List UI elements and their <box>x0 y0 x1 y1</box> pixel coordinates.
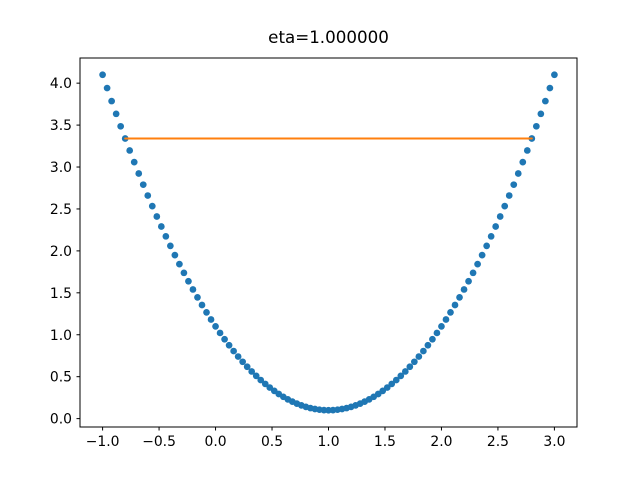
scatter-point <box>185 277 192 285</box>
scatter-point <box>117 122 125 130</box>
scatter-point <box>532 122 540 130</box>
scatter-point <box>257 376 265 384</box>
scatter-point <box>460 286 468 293</box>
scatter-point <box>167 242 174 250</box>
scatter-point <box>248 368 256 375</box>
scatter-point <box>447 309 454 316</box>
scatter-point <box>451 301 459 309</box>
scatter-point <box>510 181 518 189</box>
scatter-point <box>383 384 391 391</box>
scatter-point <box>162 232 170 240</box>
y-tick-label: 4.0 <box>50 76 72 92</box>
chart-title: eta=1.000000 <box>268 27 389 47</box>
scatter-point <box>180 269 188 277</box>
y-tick-label: 3.0 <box>50 160 72 176</box>
scatter-point <box>221 335 228 343</box>
scatter-point <box>139 181 147 189</box>
y-tick-label: 2.5 <box>50 202 72 218</box>
scatter-point <box>239 358 246 366</box>
scatter-point <box>415 353 423 360</box>
y-tick-label: 3.5 <box>50 118 72 134</box>
scatter-point <box>194 294 201 301</box>
scatter-point <box>429 335 436 343</box>
scatter-point <box>189 286 197 293</box>
scatter-point <box>465 277 472 285</box>
scatter-point <box>406 363 414 371</box>
scatter-point <box>456 294 463 301</box>
scatter-point <box>388 380 396 388</box>
scatter-point <box>433 329 441 337</box>
scatter-point <box>198 301 206 309</box>
scatter-point <box>144 192 152 199</box>
scatter-point <box>514 170 522 177</box>
scatter-point <box>519 158 527 166</box>
x-tick-label: 3.0 <box>543 434 565 450</box>
scatter-point <box>126 147 134 154</box>
scatter-point <box>148 202 156 210</box>
x-tick-label: 2.0 <box>430 434 452 450</box>
scatter-point <box>487 232 495 240</box>
scatter-point <box>225 341 233 349</box>
series-layer <box>99 71 558 414</box>
y-axis: 0.0 0.5 1.0 1.5 2.0 2.5 3.0 3.5 4.0 <box>50 76 80 428</box>
scatter-point <box>212 323 219 330</box>
scatter-point <box>243 363 251 371</box>
scatter-point <box>171 251 179 259</box>
scatter-point <box>261 380 269 388</box>
scatter-point <box>392 376 400 384</box>
scatter-point <box>112 110 120 118</box>
scatter-point <box>496 213 504 220</box>
scatter-point <box>234 353 242 360</box>
x-axis: −1.0 −0.5 0.0 0.5 1.0 1.5 2.0 2.5 3.0 <box>86 427 565 450</box>
scatter-point <box>153 213 161 220</box>
scatter-point <box>130 158 138 166</box>
plot-area <box>79 57 578 428</box>
scatter-point <box>157 223 165 230</box>
y-tick-label: 1.0 <box>50 328 72 344</box>
scatter-point <box>420 347 427 355</box>
x-tick-label: 0.5 <box>261 434 283 450</box>
scatter-point <box>523 147 531 154</box>
scatter-point <box>99 71 106 79</box>
x-tick-label: 1.0 <box>317 434 339 450</box>
x-tick-label: 1.5 <box>374 434 396 450</box>
scatter-point <box>551 71 558 79</box>
scatter-point <box>103 84 111 92</box>
scatter-point <box>135 170 143 177</box>
scatter-point <box>537 110 545 118</box>
x-tick-label: 0.0 <box>204 434 226 450</box>
scatter-point <box>442 316 450 323</box>
quadratic-scatter-series <box>99 71 558 414</box>
scatter-point <box>207 316 215 323</box>
scatter-point <box>478 251 486 259</box>
scatter-point <box>401 368 409 375</box>
x-tick-label: −1.0 <box>86 434 120 450</box>
y-tick-label: 1.5 <box>50 286 72 302</box>
scatter-point <box>203 309 210 316</box>
y-tick-label: 0.5 <box>50 370 72 386</box>
scatter-point <box>438 323 445 330</box>
scatter-point <box>424 341 432 349</box>
y-tick-label: 0.0 <box>50 412 72 428</box>
x-tick-label: −0.5 <box>142 434 176 450</box>
scatter-point <box>474 260 481 268</box>
scatter-point <box>505 192 513 199</box>
scatter-point <box>230 347 237 355</box>
scatter-point <box>483 242 490 250</box>
scatter-point <box>411 358 418 366</box>
scatter-point <box>469 269 477 277</box>
scatter-point <box>397 372 405 380</box>
scatter-point <box>501 202 509 210</box>
scatter-point <box>542 97 549 105</box>
x-tick-label: 2.5 <box>487 434 509 450</box>
scatter-point <box>108 97 115 105</box>
scatter-point <box>546 84 554 92</box>
scatter-point <box>252 372 260 380</box>
scatter-point <box>492 223 500 230</box>
scatter-point <box>176 260 183 268</box>
scatter-point <box>216 329 224 337</box>
y-tick-label: 2.0 <box>50 244 72 260</box>
